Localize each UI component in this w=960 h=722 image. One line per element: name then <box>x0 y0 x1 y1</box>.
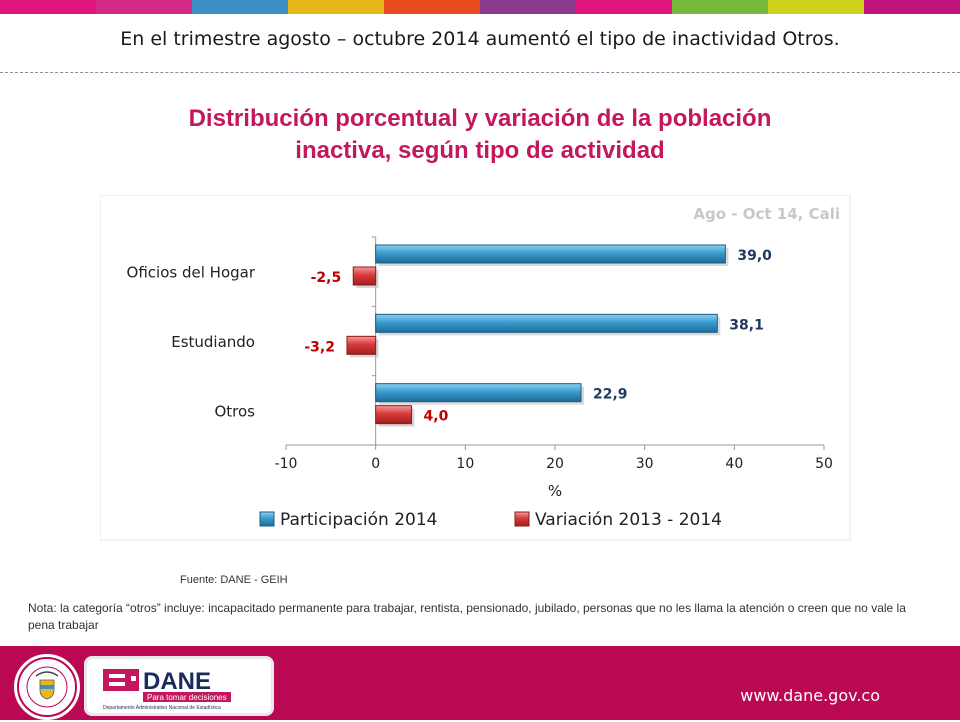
x-tick-label: -10 <box>275 456 298 472</box>
color-stripe-8 <box>768 0 864 14</box>
chart-title-line2: inactiva, según tipo de actividad <box>295 137 665 164</box>
legend-swatch <box>259 511 275 527</box>
website-link[interactable]: www.dane.gov.co <box>740 686 880 705</box>
color-stripe-1 <box>96 0 192 14</box>
data-label: -3,2 <box>304 339 335 355</box>
bar-variacion <box>346 335 377 355</box>
headline: En el trimestre agosto – octubre 2014 au… <box>120 28 840 50</box>
color-stripe-6 <box>576 0 672 14</box>
x-tick-label: 20 <box>546 456 564 472</box>
data-label: 22,9 <box>593 387 628 403</box>
color-stripe-3 <box>288 0 384 14</box>
chart-subtitle: Ago - Oct 14, Cali <box>693 205 840 223</box>
category-label: Estudiando <box>171 333 255 351</box>
color-stripe-0 <box>0 0 96 14</box>
bar-participacion <box>375 244 726 264</box>
data-label: -2,5 <box>311 270 342 286</box>
legend-label: Variación 2013 - 2014 <box>535 510 722 530</box>
bar-participacion <box>375 313 718 333</box>
source-note: Fuente: DANE - GEIH <box>180 574 288 586</box>
x-tick-label: 50 <box>815 456 833 472</box>
footnote: Nota: la categoría “otros” incluye: inca… <box>28 601 906 632</box>
category-label: Otros <box>214 402 255 420</box>
svg-text:Para tomar decisiones: Para tomar decisiones <box>147 693 227 702</box>
category-label: Oficios del Hogar <box>127 264 256 282</box>
color-stripe-7 <box>672 0 768 14</box>
dashed-divider <box>0 72 960 73</box>
bar-variacion <box>375 405 413 425</box>
svg-text:DANE: DANE <box>143 668 211 695</box>
bar-participacion <box>375 383 582 403</box>
bar-chart: Ago - Oct 14, Cali -10 0 10 20 30 40 50% Oficios… <box>100 195 851 541</box>
data-label: 38,1 <box>729 317 764 333</box>
chart-title: Distribución porcentual y variación de l… <box>100 103 860 167</box>
legend-swatch <box>514 511 530 527</box>
x-tick-label: 40 <box>725 456 743 472</box>
x-axis-label: % <box>548 482 562 500</box>
legend-label: Participación 2014 <box>280 510 437 530</box>
color-stripe-5 <box>480 0 576 14</box>
footer-bar: DANE Para tomar decisiones Departamento … <box>0 646 960 720</box>
data-label: 4,0 <box>424 409 449 425</box>
color-stripe-9 <box>864 0 960 14</box>
color-stripe-4 <box>384 0 480 14</box>
bar-variacion <box>352 266 377 286</box>
dane-logo[interactable]: DANE Para tomar decisiones Departamento … <box>84 656 274 716</box>
colombia-seal-icon <box>14 654 80 720</box>
chart-frame <box>100 195 851 541</box>
x-tick-label: 10 <box>456 456 474 472</box>
color-stripe-bar <box>0 0 960 14</box>
chart-title-line1: Distribución porcentual y variación de l… <box>188 105 772 132</box>
color-stripe-2 <box>192 0 288 14</box>
x-tick-label: 0 <box>371 456 380 472</box>
svg-text:Departamento Administrativo Na: Departamento Administrativo Nacional de … <box>103 705 221 711</box>
x-tick-label: 30 <box>636 456 654 472</box>
data-label: 39,0 <box>737 248 772 264</box>
